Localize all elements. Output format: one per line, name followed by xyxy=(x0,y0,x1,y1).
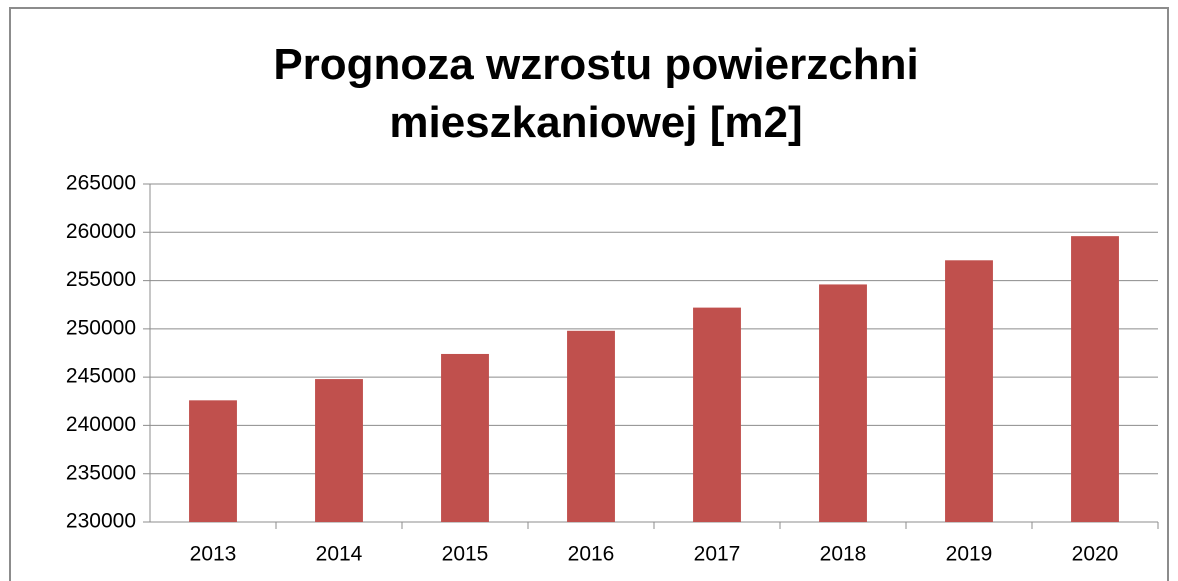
x-tick-label: 2017 xyxy=(694,543,741,566)
y-tick-label: 240000 xyxy=(66,413,136,436)
bar xyxy=(819,284,867,522)
y-tick-label: 230000 xyxy=(66,510,136,533)
y-tick-label: 260000 xyxy=(66,220,136,243)
bar xyxy=(441,353,489,522)
chart-title: Prognoza wzrostu powierzchni mieszkaniow… xyxy=(273,40,919,147)
bar xyxy=(189,400,237,522)
bar xyxy=(693,307,741,522)
x-tick-label: 2015 xyxy=(442,543,489,566)
y-tick-label: 235000 xyxy=(66,461,136,484)
x-tick-label: 2013 xyxy=(190,543,237,566)
y-tick-label: 255000 xyxy=(66,268,136,291)
x-tick-label: 2016 xyxy=(568,543,615,566)
bar xyxy=(315,379,363,522)
bar xyxy=(945,260,993,522)
y-tick-label: 245000 xyxy=(66,365,136,388)
x-tick-label: 2014 xyxy=(316,543,363,566)
chart-frame xyxy=(9,7,1169,581)
bar xyxy=(1071,236,1119,523)
y-tick-label: 265000 xyxy=(66,172,136,195)
x-tick-label: 2020 xyxy=(1072,543,1119,566)
y-tick-label: 250000 xyxy=(66,316,136,339)
x-tick-label: 2018 xyxy=(820,543,867,566)
x-tick-label: 2019 xyxy=(946,543,993,566)
bar xyxy=(567,330,615,522)
